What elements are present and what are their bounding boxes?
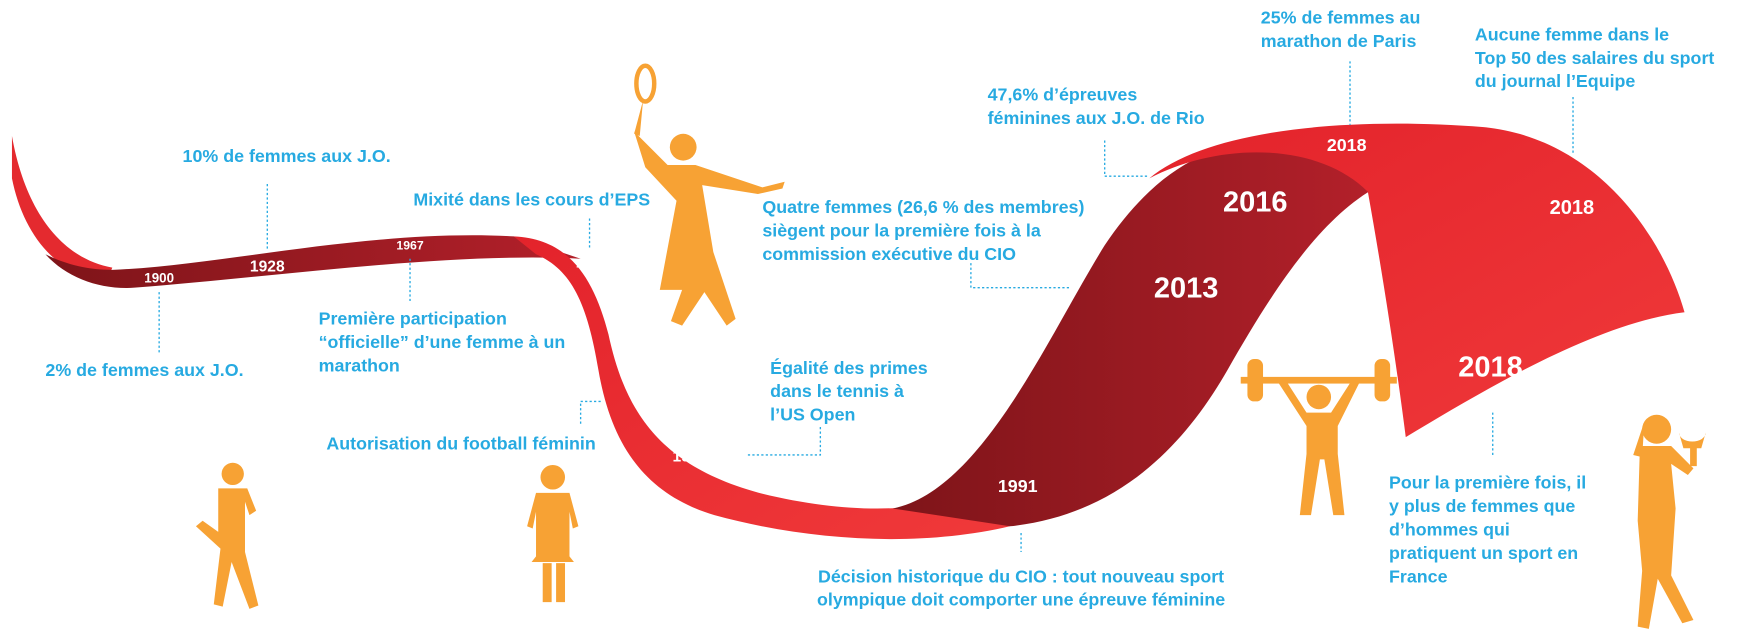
event-text: dans le tennis à	[770, 381, 904, 401]
event-text: Décision historique du CIO : tout nouvea…	[818, 566, 1224, 586]
year-label: 1973	[673, 448, 708, 465]
event-text: France	[1389, 566, 1448, 586]
event-text: 47,6% d’épreuves	[988, 85, 1138, 105]
infographic: 2% de femmes aux J.O. 1900 10% de femmes a…	[0, 0, 1750, 630]
trophy-woman	[1633, 415, 1705, 629]
year-label: 1970	[634, 386, 684, 411]
event-text: “officielle” d’une femme à un	[319, 332, 566, 352]
connector	[748, 427, 820, 455]
event-text: Quatre femmes (26,6 % des membres)	[762, 197, 1084, 217]
event-text: olympique doit comporter une épreuve fém…	[817, 590, 1225, 610]
event-text: l’US Open	[770, 405, 855, 425]
ribbon-left	[45, 235, 580, 288]
event-text: 25% de femmes au	[1261, 8, 1421, 28]
year-label: 2018	[1550, 197, 1595, 219]
year-label: 1900	[144, 270, 174, 285]
event-text: pratiquent un sport en	[1389, 543, 1578, 563]
event-text: féminines aux J.O. de Rio	[988, 108, 1205, 128]
event-text: du journal l’Equipe	[1475, 71, 1636, 91]
event-text: Mixité dans les cours d’EPS	[413, 189, 650, 209]
year-label: 1991	[998, 476, 1038, 496]
event-text: d’hommes qui	[1389, 519, 1510, 539]
event-text: commission exécutive du CIO	[762, 244, 1016, 264]
connector	[581, 401, 603, 423]
weightlifter	[1241, 359, 1397, 515]
woman-standing	[527, 465, 578, 602]
connector	[1105, 140, 1150, 176]
year-label: 2013	[1154, 273, 1218, 305]
event-text: marathon de Paris	[1261, 31, 1417, 51]
event-text: y plus de femmes que	[1389, 496, 1575, 516]
tennis-player	[634, 66, 785, 326]
event-text: Top 50 des salaires du sport	[1475, 48, 1714, 68]
event-text: Égalité des primes	[770, 357, 928, 378]
event-text: Première participation	[319, 309, 507, 329]
year-label: 2018	[1458, 352, 1522, 384]
event-text: marathon	[319, 356, 400, 376]
footballer	[196, 463, 258, 609]
event-text: Pour la première fois, il	[1389, 473, 1586, 493]
ribbon-red-start	[12, 136, 112, 281]
year-label: 2018	[1327, 135, 1367, 155]
event-text: 10% de femmes aux J.O.	[183, 146, 391, 166]
year-label: 2016	[1223, 187, 1287, 219]
year-label: 1967	[396, 239, 423, 253]
year-label: 1928	[250, 259, 285, 276]
event-text: 2% de femmes aux J.O.	[45, 360, 243, 380]
page: 2% de femmes aux J.O. 1900 10% de femmes a…	[0, 0, 1750, 630]
year-label: 1970	[576, 256, 603, 270]
event-text: Autorisation du football féminin	[326, 434, 595, 454]
event-text: Aucune femme dans le	[1475, 24, 1669, 44]
event-text: siègent pour la première fois à la	[762, 221, 1041, 241]
connector	[971, 263, 1071, 288]
